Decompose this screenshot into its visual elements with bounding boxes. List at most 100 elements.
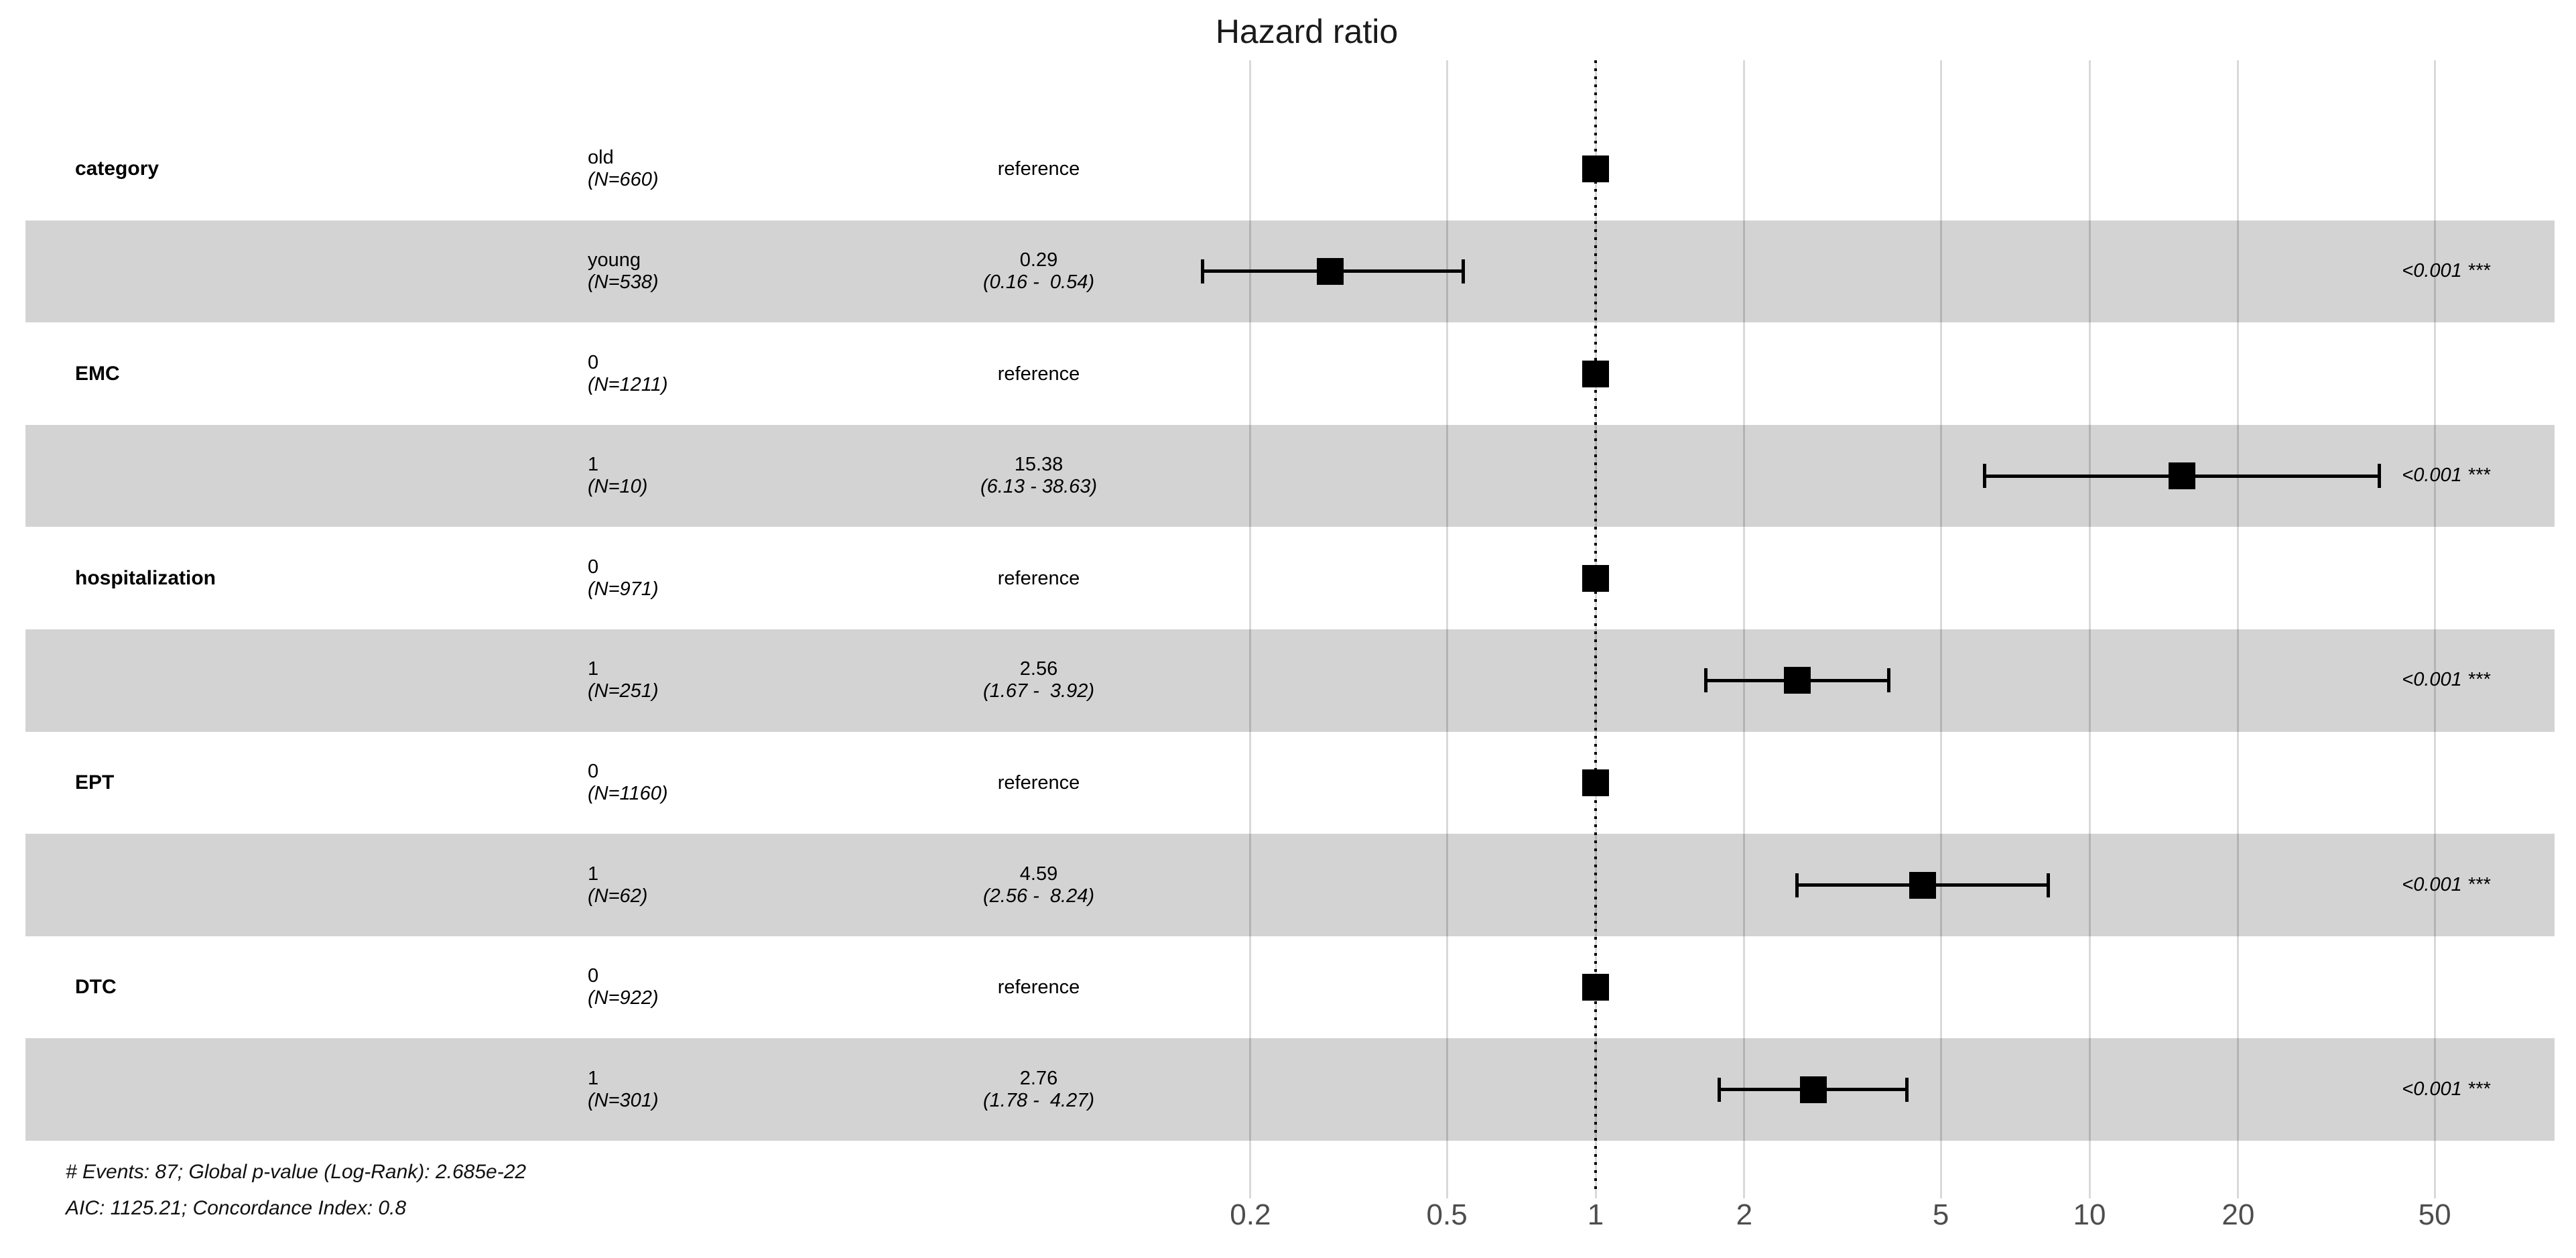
ci-lower-cap	[1982, 464, 1986, 489]
p-value-label: <0.001 ***	[2402, 464, 2490, 487]
row-level-cell: 0 (N=971)	[588, 556, 659, 601]
row-n-label: (N=922)	[588, 987, 659, 1009]
row-estimate-cell: 2.56 (1.67 - 3.92)	[905, 658, 1173, 702]
ci-upper-cap	[1462, 259, 1466, 284]
row-band	[25, 834, 2555, 936]
ci-upper-cap	[2046, 873, 2050, 897]
row-n-label: (N=971)	[588, 578, 659, 600]
row-level-label: 1	[588, 863, 599, 885]
row-level-cell: old (N=660)	[588, 147, 659, 191]
row-level-label: young	[588, 249, 641, 271]
grid-line	[1939, 60, 1942, 1198]
row-level-label: 0	[588, 556, 599, 578]
hr-point-marker	[1783, 667, 1811, 694]
ci-upper-cap	[1905, 1077, 1909, 1102]
axis-tick-label: 0.2	[1230, 1198, 1271, 1231]
row-level-cell: 1 (N=10)	[588, 454, 647, 498]
row-estimate-value: reference	[997, 771, 1080, 794]
row-level-cell: 0 (N=1160)	[588, 761, 668, 805]
grid-line	[2237, 60, 2240, 1198]
row-level-label: 0	[588, 965, 599, 987]
hr-point-marker	[1582, 564, 1609, 592]
row-level-cell: young (N=538)	[588, 249, 659, 294]
row-n-label: (N=62)	[588, 885, 648, 907]
row-estimate-cell: 15.38 (6.13 - 38.63)	[905, 454, 1173, 498]
axis-tick-label: 2	[1736, 1198, 1753, 1231]
p-value-label: <0.001 ***	[2402, 669, 2490, 691]
row-estimate-cell: 2.76 (1.78 - 4.27)	[905, 1068, 1173, 1112]
row-n-label: (N=251)	[588, 680, 659, 702]
chart-title: Hazard ratio	[1215, 13, 1399, 50]
ci-lower-cap	[1200, 259, 1204, 284]
row-ci-value: (0.16 - 0.54)	[982, 271, 1095, 293]
reference-line	[1594, 60, 1597, 1193]
hr-point-marker	[1799, 1076, 1827, 1103]
row-n-label: (N=538)	[588, 271, 659, 293]
row-estimate-cell: 4.59 (2.56 - 8.24)	[905, 863, 1173, 907]
row-estimate-value: 0.29	[1019, 249, 1058, 271]
row-ci-value: (1.67 - 3.92)	[982, 680, 1095, 702]
row-variable-label: category	[75, 158, 159, 180]
footer-notes: # Events: 87; Global p-value (Log-Rank):…	[66, 1154, 526, 1226]
axis-tick-label: 1	[1587, 1198, 1604, 1231]
row-variable-label: EPT	[75, 771, 115, 794]
hr-point-marker	[1582, 360, 1609, 387]
row-ci-value: (2.56 - 8.24)	[982, 885, 1095, 907]
row-estimate-value: reference	[997, 977, 1080, 999]
axis-tick-label: 5	[1932, 1198, 1949, 1231]
ci-upper-cap	[1886, 668, 1890, 693]
row-n-label: (N=10)	[588, 476, 648, 498]
row-level-label: 0	[588, 760, 599, 782]
row-n-label: (N=1160)	[588, 782, 668, 804]
row-variable-label: DTC	[75, 976, 117, 999]
row-ci-value: (6.13 - 38.63)	[980, 476, 1098, 498]
footnote-events-pvalue: # Events: 87; Global p-value (Log-Rank):…	[66, 1161, 527, 1183]
row-estimate-value: 15.38	[1014, 454, 1064, 476]
grid-line	[2433, 60, 2436, 1198]
axis-tick-label: 20	[2221, 1198, 2255, 1231]
row-variable-label: EMC	[75, 362, 120, 385]
row-variable-label: hospitalization	[75, 566, 216, 589]
row-estimate-value: reference	[997, 158, 1080, 180]
grid-line	[1445, 60, 1448, 1198]
row-estimate-value: reference	[997, 363, 1080, 385]
row-level-cell: 0 (N=922)	[588, 965, 659, 1009]
axis-tick-label: 50	[2418, 1198, 2451, 1231]
axis-tick-label: 0.5	[1426, 1198, 1468, 1231]
row-level-cell: 1 (N=301)	[588, 1068, 659, 1112]
p-value-label: <0.001 ***	[2402, 873, 2490, 895]
row-estimate-value: 2.56	[1019, 658, 1058, 680]
ci-lower-cap	[1703, 668, 1708, 693]
row-level-cell: 1 (N=62)	[588, 863, 647, 907]
footnote-aic-concordance: AIC: 1125.21; Concordance Index: 0.8	[66, 1197, 407, 1219]
row-estimate-value: reference	[997, 567, 1080, 589]
row-n-label: (N=660)	[588, 169, 659, 191]
row-band	[25, 1038, 2555, 1141]
axis-tick-label: 10	[2073, 1198, 2106, 1231]
row-estimate-value: 2.76	[1019, 1067, 1058, 1089]
row-n-label: (N=1211)	[588, 373, 668, 395]
row-estimate-value: 4.59	[1019, 863, 1058, 885]
hr-point-marker	[2168, 462, 2195, 490]
hr-point-marker	[1582, 155, 1609, 183]
row-level-cell: 1 (N=251)	[588, 658, 659, 702]
p-value-label: <0.001 ***	[2402, 1078, 2490, 1100]
grid-line	[1249, 60, 1252, 1198]
hr-point-marker	[1582, 769, 1609, 796]
row-level-label: 1	[588, 658, 599, 680]
row-level-label: 1	[588, 1067, 599, 1089]
row-n-label: (N=301)	[588, 1089, 659, 1111]
ci-upper-cap	[2378, 464, 2382, 489]
p-value-label: <0.001 ***	[2402, 259, 2490, 281]
hr-point-marker	[1316, 257, 1344, 285]
hr-point-marker	[1582, 974, 1609, 1001]
row-estimate-cell: 0.29 (0.16 - 0.54)	[905, 249, 1173, 294]
row-ci-value: (1.78 - 4.27)	[982, 1089, 1095, 1111]
row-band	[25, 629, 2555, 732]
hr-point-marker	[1909, 871, 1936, 899]
grid-line	[1743, 60, 1746, 1198]
row-level-label: 1	[588, 454, 599, 476]
ci-lower-cap	[1718, 1077, 1722, 1102]
row-level-label: old	[588, 147, 614, 169]
